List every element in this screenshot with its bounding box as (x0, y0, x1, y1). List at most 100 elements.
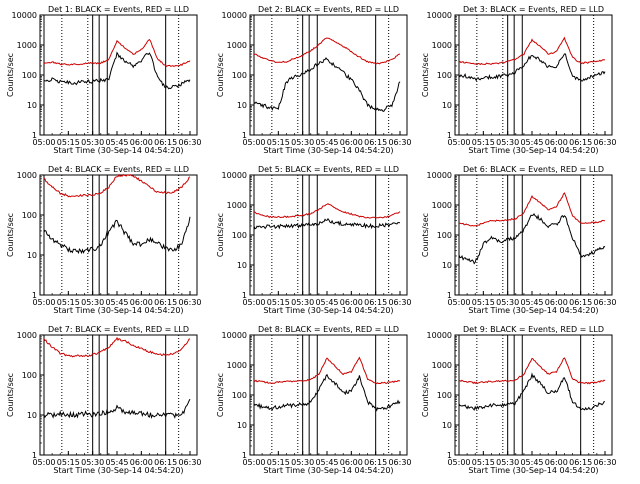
y-tick-label: 100 (232, 231, 247, 240)
x-tick-label: 05:45 (105, 138, 128, 147)
x-axis-label: Start Time (30-Sep-14 04:54:20) (468, 466, 598, 475)
x-tick-label: 06:30 (178, 138, 201, 147)
events-series-line (253, 57, 401, 112)
x-tick-label: 05:45 (315, 298, 338, 307)
x-tick-label: 05:30 (81, 458, 104, 467)
events-series-line (43, 51, 191, 90)
x-tick-label: 05:30 (496, 138, 519, 147)
x-axis-label: Start Time (30-Sep-14 04:54:20) (53, 146, 183, 155)
x-tick-label: 06:30 (593, 138, 616, 147)
events-series-line (458, 212, 606, 265)
x-tick-label: 05:00 (32, 138, 55, 147)
y-tick-label: 10000 (427, 331, 452, 340)
plot-title: Det 6: BLACK = Events, RED = LLD (463, 165, 604, 174)
x-tick-label: 05:45 (105, 298, 128, 307)
x-tick-label: 05:45 (520, 298, 543, 307)
x-tick-label: 05:45 (520, 138, 543, 147)
x-tick-label: 06:30 (178, 458, 201, 467)
x-tick-label: 05:00 (242, 298, 265, 307)
x-tick-label: 05:00 (242, 138, 265, 147)
x-tick-label: 06:30 (593, 298, 616, 307)
det-plot-6: Det 6: BLACK = Events, RED = LLD 1 10 100 10… (421, 165, 617, 315)
lld-series-line (253, 37, 401, 65)
x-tick-label: 05:45 (105, 458, 128, 467)
lld-series-line (253, 203, 401, 219)
x-tick-label: 06:15 (569, 298, 592, 307)
plot-title: Det 8: BLACK = Events, RED = LLD (258, 325, 399, 334)
x-tick-label: 05:30 (81, 298, 104, 307)
lld-series-line (459, 357, 606, 385)
x-axis-label: Start Time (30-Sep-14 04:54:20) (263, 146, 393, 155)
y-tick-label: 10 (442, 101, 452, 110)
x-tick-label: 06:00 (130, 138, 153, 147)
x-tick-label: 06:30 (388, 458, 411, 467)
x-tick-label: 06:15 (364, 458, 387, 467)
y-axis-label: Counts/sec (216, 213, 225, 257)
y-axis-label: Counts/sec (6, 53, 15, 97)
x-tick-label: 06:00 (545, 138, 568, 147)
events-series-line (253, 217, 401, 230)
y-axis-label: Counts/sec (421, 373, 430, 417)
x-tick-label: 06:15 (569, 458, 592, 467)
y-tick-label: 1 (32, 291, 37, 300)
lld-series-line (253, 356, 401, 385)
y-tick-label: 100 (437, 231, 452, 240)
x-tick-label: 06:00 (545, 298, 568, 307)
x-tick-label: 05:00 (32, 298, 55, 307)
x-tick-label: 05:15 (267, 138, 290, 147)
plot-title: Det 7: BLACK = Events, RED = LLD (48, 325, 189, 334)
y-tick-label: 10 (442, 261, 452, 270)
y-tick-label: 1000 (227, 201, 247, 210)
plot-frame (454, 334, 613, 456)
y-tick-label: 10 (27, 101, 37, 110)
y-tick-label: 10000 (427, 11, 452, 20)
x-tick-label: 06:00 (340, 138, 363, 147)
x-tick-label: 06:15 (364, 298, 387, 307)
y-tick-label: 100 (232, 391, 247, 400)
x-axis-label: Start Time (30-Sep-14 04:54:20) (53, 466, 183, 475)
y-tick-label: 100 (22, 211, 37, 220)
y-tick-label: 10 (237, 421, 247, 430)
plot-frame (454, 174, 613, 296)
y-tick-label: 1 (242, 291, 247, 300)
x-tick-label: 06:15 (364, 138, 387, 147)
x-tick-label: 05:15 (267, 298, 290, 307)
lld-series-line (458, 36, 606, 66)
y-tick-label: 10000 (222, 11, 247, 20)
y-tick-label: 10000 (427, 171, 452, 180)
x-tick-label: 05:30 (291, 298, 314, 307)
x-tick-label: 05:15 (57, 138, 80, 147)
y-tick-label: 1000 (432, 201, 452, 210)
x-tick-label: 06:00 (130, 298, 153, 307)
y-axis-label: Counts/sec (421, 213, 430, 257)
y-tick-label: 10 (27, 251, 37, 260)
y-tick-label: 10 (237, 261, 247, 270)
y-axis-label: Counts/sec (6, 373, 15, 417)
x-tick-label: 05:15 (267, 458, 290, 467)
x-tick-label: 05:00 (447, 138, 470, 147)
y-tick-label: 1 (447, 451, 452, 460)
y-tick-label: 10000 (222, 171, 247, 180)
x-tick-label: 05:30 (81, 138, 104, 147)
x-tick-label: 05:15 (472, 138, 495, 147)
y-tick-label: 1000 (227, 41, 247, 50)
y-tick-label: 1 (447, 291, 452, 300)
y-tick-label: 1000 (227, 361, 247, 370)
det-plot-7: Det 7: BLACK = Events, RED = LLD 1 10 100 10… (6, 325, 202, 475)
plot-title: Det 5: BLACK = Events, RED = LLD (258, 165, 399, 174)
x-tick-label: 06:30 (178, 298, 201, 307)
lld-series-line (43, 336, 191, 358)
y-tick-label: 10000 (12, 11, 37, 20)
x-tick-label: 05:15 (57, 298, 80, 307)
y-axis-label: Counts/sec (6, 213, 15, 257)
x-tick-label: 05:30 (496, 298, 519, 307)
x-tick-label: 05:00 (32, 458, 55, 467)
plot-title: Det 4: BLACK = Events, RED = LLD (48, 165, 189, 174)
det-plot-4: Det 4: BLACK = Events, RED = LLD 1 10 100 10… (6, 165, 202, 315)
events-series-line (43, 398, 191, 419)
y-tick-label: 1000 (432, 41, 452, 50)
x-tick-label: 06:15 (154, 138, 177, 147)
y-tick-label: 1000 (17, 41, 37, 50)
plot-frame (249, 334, 408, 456)
